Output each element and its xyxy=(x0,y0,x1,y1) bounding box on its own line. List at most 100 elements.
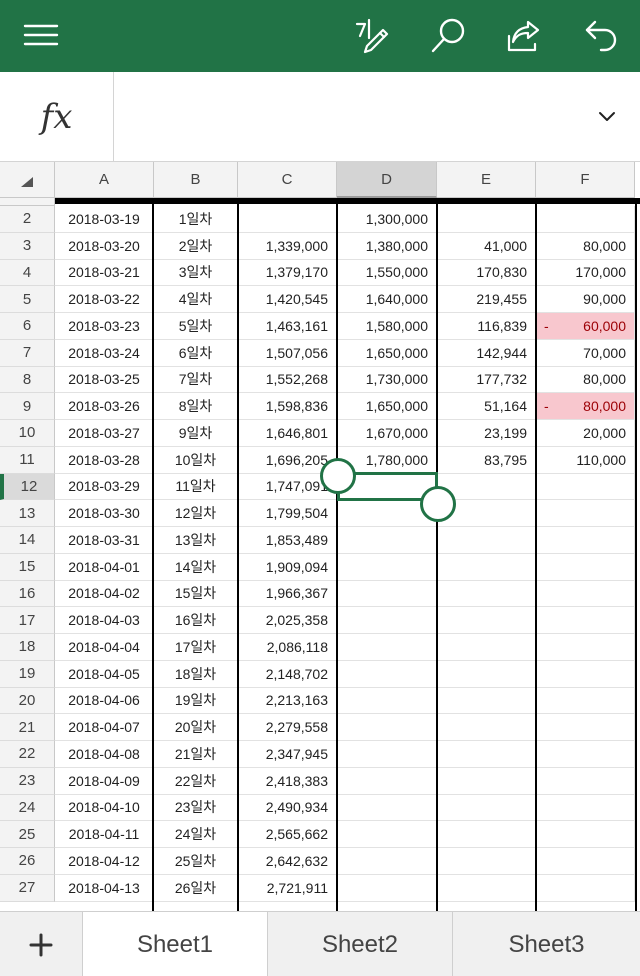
menu-icon[interactable] xyxy=(17,12,65,60)
cell-a20[interactable]: 2018-04-06 xyxy=(55,687,154,715)
row-header-25[interactable]: 25 xyxy=(0,821,55,848)
cell-c16[interactable]: 1,966,367 xyxy=(238,580,337,608)
row-header-27[interactable]: 27 xyxy=(0,874,55,902)
row-header-5[interactable]: 5 xyxy=(0,286,55,313)
cell-c23[interactable]: 2,418,383 xyxy=(238,767,337,795)
cell-c18[interactable]: 2,086,118 xyxy=(238,634,337,661)
cell-f6[interactable]: - 60,000 xyxy=(536,313,635,340)
cell-a19[interactable]: 2018-04-05 xyxy=(55,660,154,688)
cell-d10[interactable]: 1,670,000 xyxy=(337,420,437,447)
cell-a7[interactable]: 2018-03-24 xyxy=(55,339,154,367)
cell-d23[interactable] xyxy=(337,767,437,795)
cell-e20[interactable] xyxy=(437,687,536,715)
cell-a24[interactable]: 2018-04-10 xyxy=(55,794,154,822)
cell-d15[interactable] xyxy=(337,553,437,581)
cell-f12[interactable] xyxy=(536,473,635,501)
cell-e26[interactable] xyxy=(437,848,536,875)
cell-e21[interactable] xyxy=(437,714,536,741)
cell-f11[interactable]: 110,000 xyxy=(536,446,635,474)
cell-f24[interactable] xyxy=(536,794,635,822)
row-header-3[interactable]: 3 xyxy=(0,232,55,260)
row-header-17[interactable]: 17 xyxy=(0,607,55,634)
cell-b9[interactable]: 8일차 xyxy=(154,393,238,420)
cell-f14[interactable] xyxy=(536,527,635,554)
cell-d16[interactable] xyxy=(337,580,437,608)
ink-pen-icon[interactable] xyxy=(347,12,395,60)
tab-sheet3[interactable]: Sheet3 xyxy=(452,912,640,976)
cell-c21[interactable]: 2,279,558 xyxy=(238,714,337,741)
add-sheet-button[interactable] xyxy=(0,912,82,976)
cell-e27[interactable] xyxy=(437,874,536,902)
cell-a2[interactable]: 2018-03-19 xyxy=(55,206,154,233)
cell-e15[interactable] xyxy=(437,553,536,581)
cell-b4[interactable]: 3일차 xyxy=(154,259,238,287)
row-header-7[interactable]: 7 xyxy=(0,339,55,367)
tab-sheet1[interactable]: Sheet1 xyxy=(82,912,267,976)
row-header-6[interactable]: 6 xyxy=(0,313,55,340)
cell-f25[interactable] xyxy=(536,821,635,848)
undo-icon[interactable] xyxy=(577,12,625,60)
cell-f23[interactable] xyxy=(536,767,635,795)
row-header-26[interactable]: 26 xyxy=(0,848,55,875)
cell-b5[interactable]: 4일차 xyxy=(154,286,238,313)
cell-c6[interactable]: 1,463,161 xyxy=(238,313,337,340)
row-header-2[interactable]: 2 xyxy=(0,206,55,233)
cell-a14[interactable]: 2018-03-31 xyxy=(55,527,154,554)
cell-c24[interactable]: 2,490,934 xyxy=(238,794,337,822)
cell-a16[interactable]: 2018-04-02 xyxy=(55,580,154,608)
cell-a13[interactable]: 2018-03-30 xyxy=(55,500,154,527)
row-header-13[interactable]: 13 xyxy=(0,500,55,527)
cell-c17[interactable]: 2,025,358 xyxy=(238,607,337,634)
cell-b11[interactable]: 10일차 xyxy=(154,446,238,474)
cell-c13[interactable]: 1,799,504 xyxy=(238,500,337,527)
cell-f18[interactable] xyxy=(536,634,635,661)
cell-c10[interactable]: 1,646,801 xyxy=(238,420,337,447)
cell-f27[interactable] xyxy=(536,874,635,902)
cell-e7[interactable]: 142,944 xyxy=(437,339,536,367)
cell-b2[interactable]: 1일차 xyxy=(154,206,238,233)
cell-d8[interactable]: 1,730,000 xyxy=(337,366,437,394)
cell-f13[interactable] xyxy=(536,500,635,527)
cell-f3[interactable]: 80,000 xyxy=(536,232,635,260)
cell-c2[interactable] xyxy=(238,206,337,233)
expand-formula-button[interactable] xyxy=(585,97,629,137)
cell-d21[interactable] xyxy=(337,714,437,741)
cell-a11[interactable]: 2018-03-28 xyxy=(55,446,154,474)
cell-f8[interactable]: 80,000 xyxy=(536,366,635,394)
cell-c14[interactable]: 1,853,489 xyxy=(238,527,337,554)
row-header-14[interactable]: 14 xyxy=(0,527,55,554)
cell-e2[interactable] xyxy=(437,206,536,233)
cell-b26[interactable]: 25일차 xyxy=(154,848,238,875)
cell-e24[interactable] xyxy=(437,794,536,822)
cell-f4[interactable]: 170,000 xyxy=(536,259,635,287)
fx-button[interactable]: fx xyxy=(0,72,114,162)
tab-sheet2[interactable]: Sheet2 xyxy=(267,912,452,976)
cell-b23[interactable]: 22일차 xyxy=(154,767,238,795)
cell-d6[interactable]: 1,580,000 xyxy=(337,313,437,340)
cell-a26[interactable]: 2018-04-12 xyxy=(55,848,154,875)
row-header-21[interactable]: 21 xyxy=(0,714,55,741)
cell-a9[interactable]: 2018-03-26 xyxy=(55,393,154,420)
cell-c19[interactable]: 2,148,702 xyxy=(238,660,337,688)
cell-f17[interactable] xyxy=(536,607,635,634)
column-header-f[interactable]: F xyxy=(536,162,635,198)
cell-e23[interactable] xyxy=(437,767,536,795)
cell-area[interactable]: 2018-03-19 1일차 1,300,000 2018-03-20 2일차 1,339… xyxy=(55,206,640,911)
formula-input[interactable] xyxy=(115,72,575,162)
cell-a4[interactable]: 2018-03-21 xyxy=(55,259,154,287)
cell-b20[interactable]: 19일차 xyxy=(154,687,238,715)
row-header-22[interactable]: 22 xyxy=(0,741,55,768)
cell-a5[interactable]: 2018-03-22 xyxy=(55,286,154,313)
cell-a6[interactable]: 2018-03-23 xyxy=(55,313,154,340)
cell-a17[interactable]: 2018-04-03 xyxy=(55,607,154,634)
cell-c15[interactable]: 1,909,094 xyxy=(238,553,337,581)
cell-e3[interactable]: 41,000 xyxy=(437,232,536,260)
share-icon[interactable] xyxy=(500,12,548,60)
cell-f10[interactable]: 20,000 xyxy=(536,420,635,447)
cell-b10[interactable]: 9일차 xyxy=(154,420,238,447)
cell-f19[interactable] xyxy=(536,660,635,688)
cell-b3[interactable]: 2일차 xyxy=(154,232,238,260)
cell-d24[interactable] xyxy=(337,794,437,822)
cell-f9[interactable]: - 80,000 xyxy=(536,393,635,420)
